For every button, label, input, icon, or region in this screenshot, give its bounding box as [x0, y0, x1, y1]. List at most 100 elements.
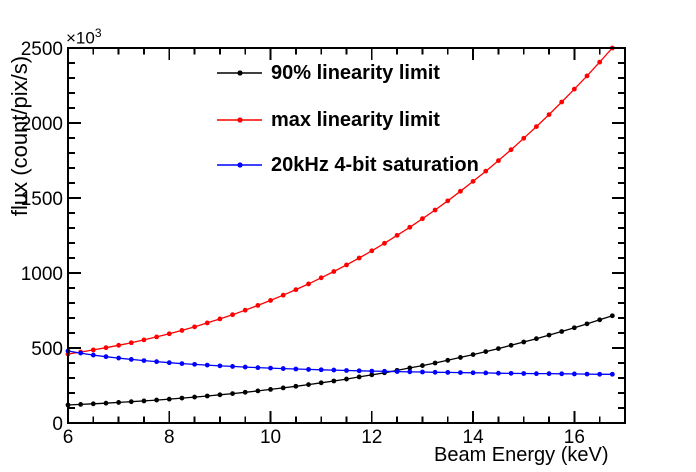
series-marker-2: [166, 360, 172, 366]
series-marker-1: [508, 147, 514, 153]
series-marker-1: [533, 124, 539, 129]
series-marker-2: [546, 371, 552, 377]
series-marker-1: [318, 275, 324, 281]
series-marker-0: [533, 336, 539, 342]
series-marker-2: [382, 368, 387, 374]
y-axis-multiplier: ×103: [66, 26, 102, 49]
series-marker-0: [584, 321, 590, 327]
series-marker-1: [458, 188, 463, 194]
series-marker-0: [369, 372, 375, 378]
series-marker-1: [420, 216, 425, 222]
series-marker-0: [356, 374, 362, 380]
series-marker-2: [217, 363, 223, 369]
series-marker-1: [496, 158, 501, 164]
series-marker-1: [141, 337, 147, 343]
series-marker-1: [546, 112, 552, 117]
series-marker-2: [268, 365, 273, 371]
series-marker-1: [204, 320, 210, 326]
series-marker-2: [293, 366, 299, 372]
series-marker-0: [116, 400, 122, 405]
series-marker-1: [584, 73, 590, 79]
series-marker-0: [458, 355, 463, 360]
series-marker-2: [508, 370, 514, 376]
series-marker-0: [407, 365, 413, 371]
series-marker-1: [559, 99, 565, 105]
series-marker-0: [230, 391, 235, 396]
series-marker-1: [242, 307, 248, 313]
x-tick-label: 8: [164, 427, 175, 448]
series-marker-2: [90, 352, 96, 358]
legend-marker: [237, 70, 243, 76]
series-marker-1: [179, 328, 185, 333]
series-marker-2: [230, 364, 235, 369]
x-tick-label: 12: [361, 427, 382, 448]
series-marker-2: [154, 359, 160, 365]
series-marker-1: [217, 316, 223, 322]
series-marker-2: [204, 362, 210, 368]
series-marker-2: [356, 368, 362, 374]
series-marker-2: [141, 358, 147, 363]
series-marker-1: [470, 178, 476, 184]
series-marker-1: [255, 303, 261, 308]
y-tick-label: 2000: [21, 114, 63, 135]
series-marker-2: [344, 368, 349, 373]
y-tick-label: 500: [31, 339, 63, 360]
legend-marker: [237, 162, 243, 168]
y-tick-label: 2500: [21, 39, 63, 60]
series-marker-0: [331, 378, 337, 384]
x-tick-label: 14: [463, 427, 485, 448]
series-marker-2: [179, 361, 185, 366]
series-marker-0: [470, 352, 476, 357]
series-marker-1: [356, 255, 362, 261]
series-marker-0: [128, 399, 134, 405]
series-marker-0: [609, 313, 615, 319]
legend-line-marker-icon: [217, 70, 262, 76]
plot-frame: [67, 47, 626, 424]
series-marker-2: [597, 371, 603, 377]
series-marker-2: [496, 370, 501, 376]
series-marker-0: [166, 396, 172, 402]
series-marker-1: [293, 287, 299, 293]
series-marker-0: [255, 388, 261, 394]
series-marker-0: [280, 385, 286, 391]
y-tick-label: 0: [52, 414, 63, 435]
series-marker-2: [584, 371, 590, 377]
series-marker-0: [432, 360, 438, 366]
legend-label: max linearity limit: [271, 108, 440, 131]
series-marker-2: [559, 371, 565, 377]
legend-line-marker-icon: [217, 162, 262, 168]
series-marker-0: [154, 397, 160, 403]
series-marker-2: [78, 350, 84, 356]
series-marker-0: [90, 401, 96, 407]
series-marker-2: [306, 367, 311, 372]
series-marker-2: [533, 371, 539, 377]
series-marker-2: [369, 368, 375, 374]
legend-line-marker-icon: [217, 117, 262, 123]
series-marker-0: [521, 339, 527, 345]
series-marker-1: [407, 224, 413, 230]
series-line-2: [67, 350, 613, 375]
y-axis-title: flux (count/pix/s): [7, 55, 32, 217]
series-marker-0: [508, 342, 514, 348]
series-marker-0: [192, 394, 197, 400]
series-marker-0: [268, 387, 273, 392]
series-marker-2: [128, 357, 134, 362]
x-tick-label: 16: [564, 427, 585, 448]
series-marker-2: [420, 369, 425, 375]
legend-label: 20kHz 4-bit saturation: [271, 153, 479, 176]
y-axis-multiplier-exponent: 3: [94, 26, 102, 40]
series-marker-1: [571, 86, 577, 92]
series-marker-2: [116, 355, 122, 361]
y-axis-multiplier-base: ×10: [66, 28, 95, 48]
series-marker-2: [331, 367, 337, 373]
series-marker-0: [179, 395, 185, 401]
series-marker-2: [521, 371, 527, 376]
series-marker-0: [306, 382, 311, 387]
series-marker-2: [483, 370, 489, 376]
series-marker-0: [559, 329, 565, 334]
series-marker-2: [103, 354, 109, 360]
series-marker-1: [128, 340, 134, 346]
x-axis-title: Beam Energy (keV): [434, 444, 609, 466]
series-marker-1: [230, 312, 235, 318]
